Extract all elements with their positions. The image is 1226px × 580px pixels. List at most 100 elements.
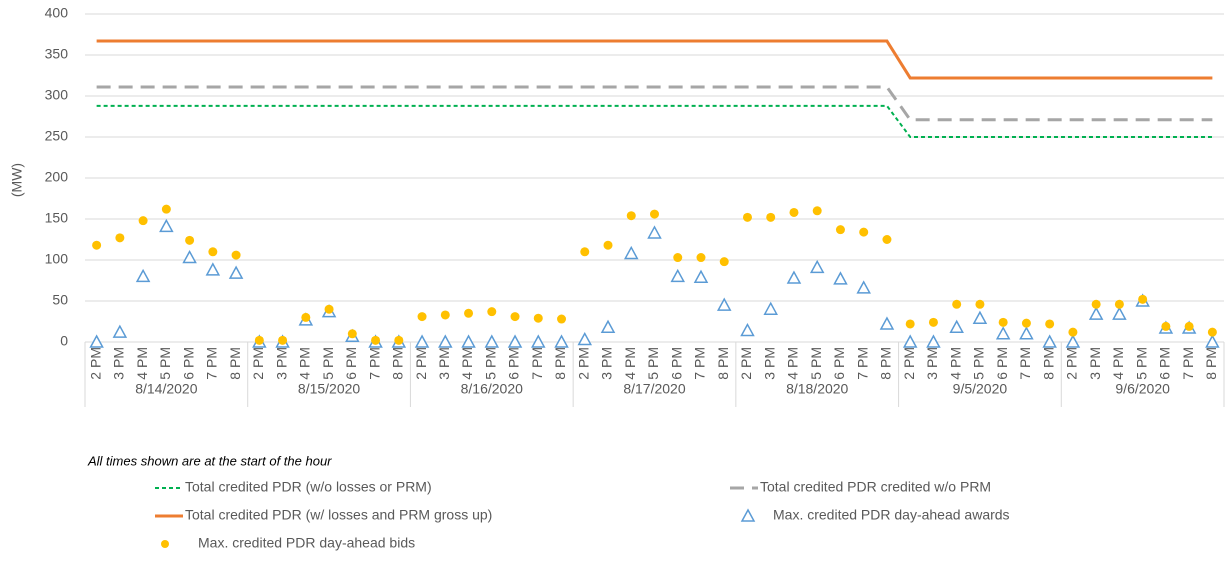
x-tick-label: 5 PM	[482, 347, 498, 380]
x-tick-label: 6 PM	[994, 347, 1010, 380]
x-tick-label: 8 PM	[552, 347, 568, 380]
group-label: 8/17/2020	[623, 381, 685, 397]
x-tick-label: 2 PM	[738, 347, 754, 380]
x-tick-label: 7 PM	[204, 347, 220, 380]
bid-marker	[905, 319, 915, 329]
bid-marker	[719, 257, 729, 267]
bid-marker	[1138, 294, 1148, 304]
legend-label: Max. credited PDR day-ahead awards	[773, 507, 1010, 523]
y-tick-label: 300	[45, 87, 69, 103]
award-marker	[926, 334, 941, 348]
legend-swatch	[161, 540, 169, 548]
award-marker	[693, 269, 709, 283]
bid-marker	[92, 240, 102, 250]
bid-marker	[510, 312, 520, 322]
bid-marker	[952, 299, 962, 309]
bid-marker	[1161, 321, 1171, 331]
x-tick-label: 2 PM	[1064, 347, 1080, 380]
group-label: 8/18/2020	[786, 381, 848, 397]
x-tick-label: 4 PM	[1110, 347, 1126, 380]
y-tick-label: 250	[45, 128, 69, 144]
group-label: 8/16/2020	[461, 381, 523, 397]
x-tick-label: 3 PM	[436, 347, 452, 380]
award-marker	[414, 334, 430, 348]
y-tick-label: 350	[45, 46, 69, 62]
bid-marker	[580, 247, 590, 257]
x-tick-label: 4 PM	[947, 347, 963, 380]
x-tick-label: 5 PM	[1133, 347, 1149, 380]
bid-marker	[161, 204, 171, 214]
x-tick-label: 7 PM	[1180, 347, 1196, 380]
award-marker	[554, 334, 569, 348]
x-tick-label: 3 PM	[111, 347, 127, 380]
bid-marker	[626, 211, 636, 221]
bid-marker	[208, 247, 218, 257]
award-marker	[647, 225, 662, 239]
award-marker	[1065, 334, 1081, 348]
group-label: 8/14/2020	[135, 381, 197, 397]
y-tick-label: 150	[45, 210, 69, 226]
legend-swatch	[740, 508, 756, 522]
award-marker	[1205, 334, 1220, 348]
award-marker	[856, 280, 871, 294]
bid-marker	[859, 227, 869, 237]
award-marker	[949, 319, 964, 333]
bid-marker	[696, 253, 706, 263]
x-tick-label: 5 PM	[320, 347, 336, 380]
y-tick-label: 0	[60, 333, 68, 349]
award-marker	[786, 270, 802, 284]
award-marker	[879, 316, 895, 330]
bid-marker	[1045, 319, 1055, 329]
x-tick-label: 3 PM	[761, 347, 777, 380]
award-marker	[972, 310, 988, 324]
series-line	[96, 39, 1213, 80]
bid-marker	[533, 313, 543, 323]
award-marker	[438, 334, 453, 348]
bid-marker	[673, 253, 683, 263]
x-tick-label: 3 PM	[1087, 347, 1103, 380]
x-tick-label: 5 PM	[645, 347, 661, 380]
award-marker	[135, 268, 151, 283]
bid-marker	[487, 307, 497, 317]
bid-marker	[742, 212, 752, 222]
x-tick-label: 7 PM	[366, 347, 382, 380]
bid-marker	[231, 250, 241, 260]
x-tick-label: 3 PM	[599, 347, 615, 380]
x-tick-label: 8 PM	[1040, 347, 1056, 380]
x-tick-label: 8 PM	[1203, 347, 1219, 380]
bid-marker	[278, 335, 288, 345]
bid-marker	[371, 335, 381, 345]
x-tick-label: 6 PM	[668, 347, 684, 380]
award-marker	[1088, 306, 1104, 320]
bid-marker	[1207, 327, 1217, 337]
award-marker	[182, 249, 197, 264]
award-marker	[623, 245, 639, 260]
group-label: 9/5/2020	[953, 381, 1008, 397]
series-line	[96, 104, 1213, 138]
x-tick-label: 5 PM	[808, 347, 824, 380]
bid-marker	[766, 212, 776, 222]
bid-marker	[1114, 299, 1124, 309]
award-marker	[833, 271, 848, 285]
bid-marker	[998, 317, 1008, 327]
award-marker	[1019, 326, 1034, 340]
bid-marker	[464, 308, 474, 318]
x-tick-label: 2 PM	[413, 347, 429, 380]
y-axis-label: (MW)	[9, 163, 25, 197]
y-tick-label: 50	[52, 292, 68, 308]
bid-marker	[185, 235, 195, 245]
x-tick-label: 4 PM	[297, 347, 313, 380]
x-tick-label: 5 PM	[157, 347, 173, 380]
x-tick-label: 6 PM	[506, 347, 522, 380]
bid-marker	[1068, 327, 1078, 337]
x-tick-label: 4 PM	[134, 347, 150, 380]
bid-marker	[440, 310, 450, 320]
bid-marker	[603, 240, 613, 250]
award-marker	[484, 334, 500, 348]
bid-marker	[928, 317, 938, 327]
bid-marker	[975, 299, 985, 309]
x-tick-label: 7 PM	[692, 347, 708, 380]
x-tick-label: 8 PM	[390, 347, 406, 380]
award-marker	[902, 334, 918, 348]
